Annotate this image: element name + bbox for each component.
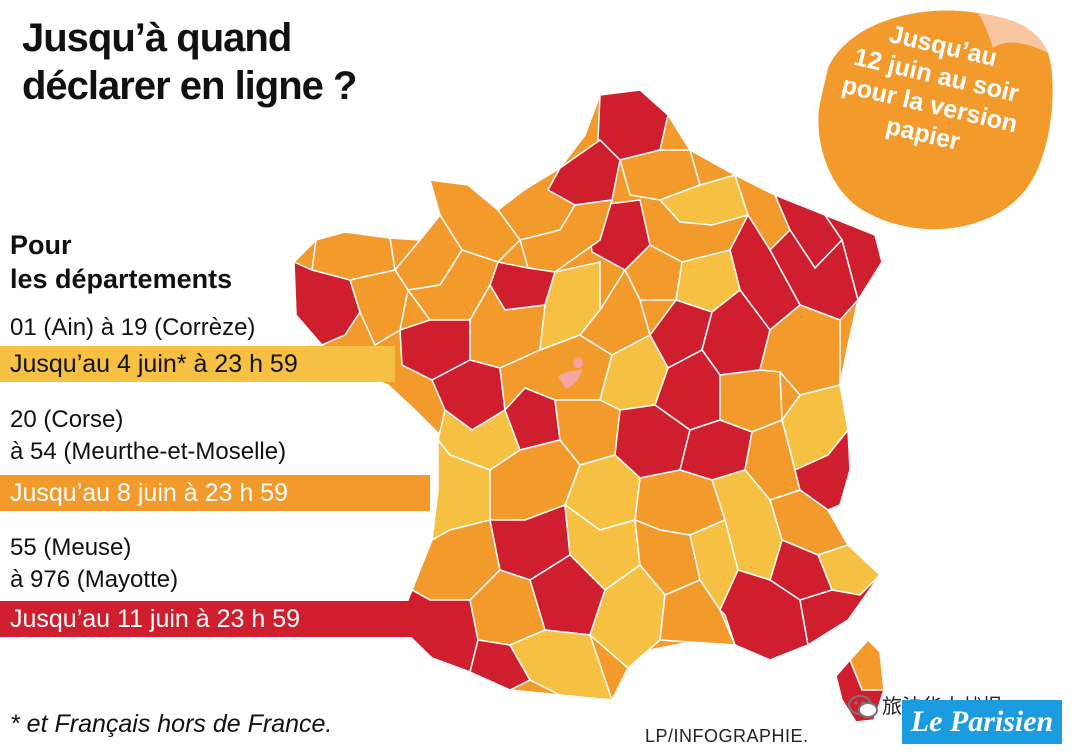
infographic-credit: LP/INFOGRAPHIE. [645,726,809,746]
title-line-1: Jusqu’à quand [22,16,292,60]
department-area [799,574,881,647]
groups-heading-line-1: Pour [10,230,72,260]
sticker-peel-shape [978,13,1048,53]
footnote: * et Français hors de France. [10,710,333,738]
department-area [822,213,883,302]
group-2-range-line-1: 20 (Corse) [10,406,124,433]
group-3-deadline-band: Jusqu’au 11 juin à 23 h 59 [0,601,440,637]
department-area [508,629,614,701]
group-3-range-line-2: à 976 (Mayotte) [10,566,179,593]
departments-layer [293,89,886,723]
page-title: Jusqu’à quand déclarer en ligne ? [22,14,357,110]
group-2-range-line-2: à 54 (Meurthe-et-Moselle) [10,438,287,465]
department-area [659,579,737,646]
paper-deadline-sticker [818,10,1053,230]
group-3-range-line-1: 55 (Meuse) [10,534,132,561]
group-1-range: 01 (Ain) à 19 (Corrèze) [10,312,255,344]
group-3-range: 55 (Meuse) à 976 (Mayotte) [10,532,178,596]
runner-watermark-icon [558,358,583,389]
group-1-deadline-band: Jusqu’au 4 juin* à 23 h 59 [0,346,395,382]
le-parisien-logo: Le Parisien [902,700,1062,744]
groups-heading: Pour les départements [10,228,232,296]
department-area [719,569,809,661]
department-area [293,260,361,346]
group-2-range: 20 (Corse) à 54 (Meurthe-et-Moselle) [10,404,286,468]
groups-heading-line-2: les départements [10,264,233,294]
group-1-range-line-1: 01 (Ain) à 19 (Corrèze) [10,314,256,341]
sticker-badge-shape [818,10,1053,230]
group-2-deadline-band: Jusqu’au 8 juin à 23 h 59 [0,475,430,511]
title-line-2: déclarer en ligne ? [22,64,357,108]
wechat-icon [848,695,878,718]
